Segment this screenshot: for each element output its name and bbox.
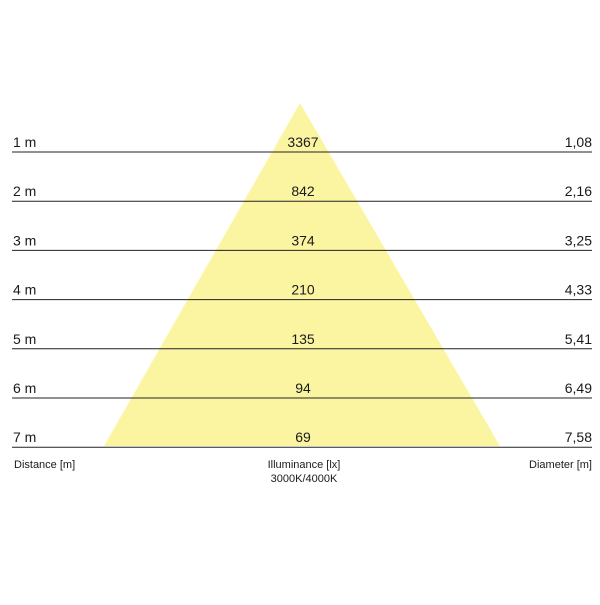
illuminance-value: 69 xyxy=(295,429,311,445)
distance-label: 7 m xyxy=(13,429,36,445)
illuminance-value: 374 xyxy=(291,232,315,248)
light-cone xyxy=(104,103,500,446)
diameter-value: 3,25 xyxy=(565,232,592,248)
illuminance-header: Illuminance [lx] xyxy=(268,459,341,471)
illuminance-value: 842 xyxy=(291,183,315,199)
distance-header: Distance [m] xyxy=(14,459,75,471)
diameter-value: 2,16 xyxy=(565,183,592,199)
illuminance-value: 3367 xyxy=(287,134,318,150)
distance-label: 6 m xyxy=(13,380,36,396)
illuminance-value: 210 xyxy=(291,282,315,298)
distance-label: 3 m xyxy=(13,232,36,248)
diameter-value: 7,58 xyxy=(565,429,592,445)
diameter-value: 1,08 xyxy=(565,134,592,150)
illuminance-value: 94 xyxy=(295,380,311,396)
diameter-value: 4,33 xyxy=(565,282,592,298)
diameter-value: 5,41 xyxy=(565,331,592,347)
distance-label: 5 m xyxy=(13,331,36,347)
diameter-value: 6,49 xyxy=(565,380,592,396)
distance-label: 2 m xyxy=(13,183,36,199)
color-temperature: 3000K/4000K xyxy=(271,473,338,485)
distance-label: 1 m xyxy=(13,134,36,150)
illuminance-value: 135 xyxy=(291,331,315,347)
distance-label: 4 m xyxy=(13,282,36,298)
diameter-header: Diameter [m] xyxy=(529,459,592,471)
